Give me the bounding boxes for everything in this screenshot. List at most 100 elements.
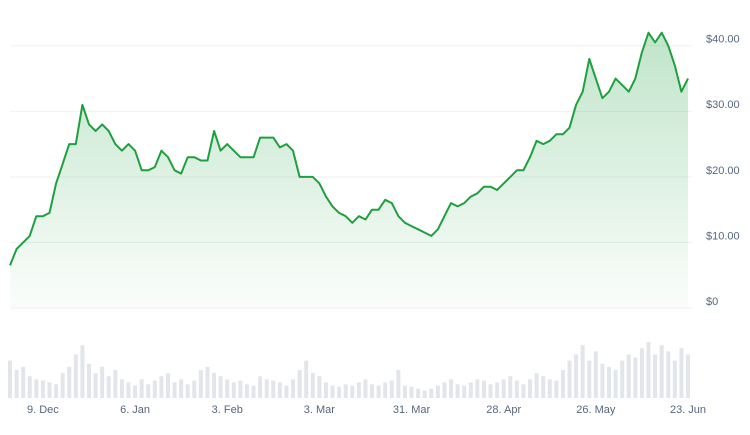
volume-bar bbox=[402, 385, 407, 398]
volume-bar bbox=[152, 380, 157, 398]
x-tick-label: 26. May bbox=[576, 404, 616, 416]
volume-bar bbox=[297, 370, 302, 398]
volume-bar bbox=[350, 385, 355, 398]
volume-bar bbox=[495, 382, 500, 398]
volume-bar bbox=[435, 385, 440, 398]
volume-bar bbox=[244, 384, 249, 398]
volume-bar bbox=[159, 376, 164, 398]
volume-bar bbox=[376, 385, 381, 398]
volume-bar bbox=[27, 376, 32, 398]
volume-bar bbox=[370, 384, 375, 398]
volume-bar bbox=[291, 379, 296, 398]
volume-bar bbox=[198, 370, 203, 398]
y-tick-label: $30.00 bbox=[706, 99, 740, 111]
volume-bar bbox=[330, 385, 335, 398]
volume-bar bbox=[238, 380, 243, 398]
volume-bar bbox=[580, 345, 585, 398]
volume-bar bbox=[54, 384, 59, 398]
volume-bar bbox=[205, 366, 210, 398]
volume-bar bbox=[21, 366, 26, 398]
volume-bar bbox=[528, 379, 533, 398]
volume-bar bbox=[666, 351, 671, 398]
y-tick-label: $40.00 bbox=[706, 34, 740, 46]
volume-bar bbox=[133, 385, 138, 398]
volume-bar bbox=[574, 354, 579, 398]
volume-bar bbox=[172, 382, 177, 398]
volume-bar bbox=[86, 363, 91, 398]
volume-bar bbox=[560, 370, 565, 398]
volume-bar bbox=[8, 360, 12, 398]
y-tick-label: $20.00 bbox=[706, 165, 740, 177]
volume-bar bbox=[508, 376, 513, 398]
volume-bar bbox=[343, 384, 348, 398]
volume-bar bbox=[587, 360, 592, 398]
volume-bar bbox=[284, 385, 289, 398]
volume-bar bbox=[14, 370, 19, 398]
volume-bar bbox=[251, 385, 256, 398]
volume-bar bbox=[389, 380, 394, 398]
volume-bar bbox=[541, 376, 546, 398]
volume-bar bbox=[47, 382, 52, 398]
volume-bar bbox=[481, 380, 486, 398]
volume-bar bbox=[218, 376, 223, 398]
volume-bar bbox=[119, 379, 124, 398]
volume-bar bbox=[409, 386, 414, 398]
volume-bar bbox=[225, 379, 230, 398]
volume-bar bbox=[626, 354, 631, 398]
volume-bar bbox=[93, 373, 98, 398]
volume-bar bbox=[422, 390, 427, 398]
volume-bar bbox=[488, 384, 493, 398]
volume-bar bbox=[442, 382, 447, 398]
volume-bar bbox=[633, 357, 638, 398]
x-tick-label: 3. Mar bbox=[304, 404, 336, 416]
volume-bar bbox=[646, 342, 651, 398]
volume-bar bbox=[317, 376, 322, 398]
volume-bar bbox=[639, 348, 644, 398]
volume-bar bbox=[179, 379, 184, 398]
volume-bar bbox=[40, 380, 45, 398]
volume-bar bbox=[304, 360, 309, 398]
volume-bar bbox=[672, 360, 677, 398]
volume-bar bbox=[613, 370, 618, 398]
volume-bar bbox=[310, 373, 315, 398]
volume-bar bbox=[34, 379, 39, 398]
volume-bar bbox=[60, 373, 65, 398]
volume-bar bbox=[185, 384, 190, 398]
volume-bar bbox=[462, 385, 467, 398]
volume-bar bbox=[100, 366, 105, 398]
volume-bar bbox=[653, 354, 658, 398]
volume-bar bbox=[271, 380, 276, 398]
volume-bar bbox=[264, 379, 269, 398]
volume-bar bbox=[67, 366, 72, 398]
x-tick-label: 28. Apr bbox=[486, 404, 521, 416]
volume-bar bbox=[80, 345, 85, 398]
volume-bar bbox=[429, 388, 434, 398]
volume-bar bbox=[165, 373, 170, 398]
volume-bar bbox=[620, 360, 625, 398]
x-tick-label: 9. Dec bbox=[27, 404, 59, 416]
volume-bar bbox=[449, 379, 454, 398]
volume-bar bbox=[554, 380, 559, 398]
volume-bar bbox=[686, 354, 690, 398]
volume-bar bbox=[593, 351, 598, 398]
volume-bar bbox=[106, 376, 111, 398]
volume-bar bbox=[514, 380, 519, 398]
volume-bar bbox=[534, 373, 539, 398]
volume-bar bbox=[396, 370, 401, 398]
y-tick-label: $10.00 bbox=[706, 230, 740, 242]
volume-bar bbox=[455, 384, 460, 398]
x-tick-label: 31. Mar bbox=[393, 404, 431, 416]
volume-bar bbox=[323, 382, 328, 398]
price-line bbox=[9, 31, 689, 266]
x-tick-label: 23. Jun bbox=[670, 404, 706, 416]
volume-bar bbox=[356, 382, 361, 398]
volume-bar bbox=[212, 373, 217, 398]
volume-bar bbox=[139, 379, 144, 398]
volume-bar bbox=[475, 379, 480, 398]
volume-bar bbox=[363, 379, 368, 398]
volume-bar bbox=[231, 382, 236, 398]
volume-bar bbox=[258, 376, 263, 398]
volume-bar bbox=[567, 360, 572, 398]
volume-bar bbox=[607, 366, 612, 398]
